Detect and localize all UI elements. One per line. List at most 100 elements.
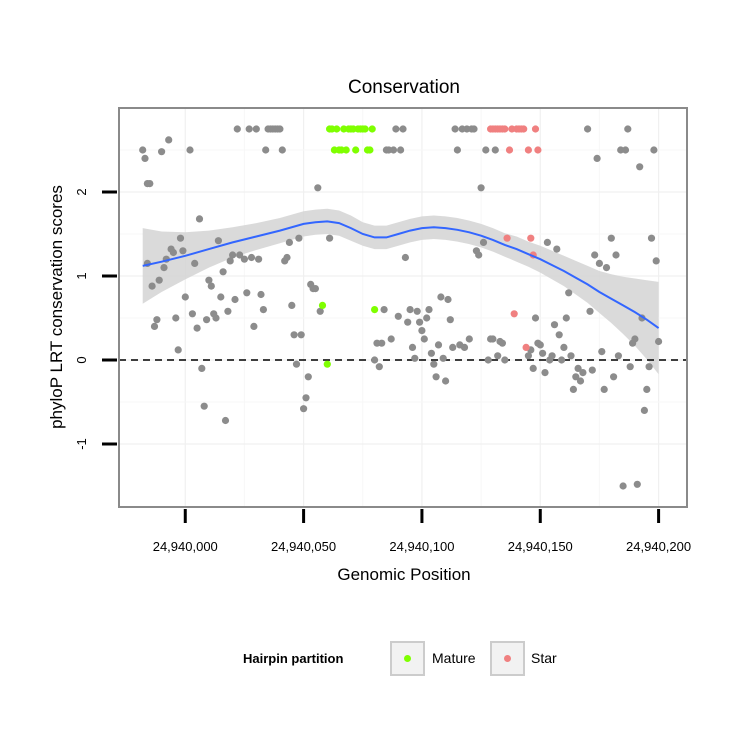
point-other [598,348,606,356]
point-other [586,307,594,315]
smooth-line [142,220,660,329]
point-other [567,352,575,360]
point-other [650,146,658,154]
point-other [179,247,187,255]
point-other [278,146,286,154]
point-other [314,184,322,192]
point-other [423,314,431,322]
point-star [505,146,514,154]
point-mature [318,301,327,309]
point-other [555,331,563,339]
chart-title: Conservation [348,77,460,98]
point-other [214,237,222,245]
point-other [380,306,388,314]
y-axis: -1 0 1 2 [74,188,117,450]
point-other [233,125,241,133]
point-other [401,253,409,262]
point-other [420,335,428,343]
point-other [591,251,599,259]
point-other [614,352,623,360]
point-other [536,341,544,349]
point-other [619,482,627,490]
point-other [200,402,208,410]
point-other [645,363,653,371]
x-tick-label: 24,940,100 [389,539,454,554]
point-other [576,377,585,385]
point-other [574,364,582,372]
point-mature [371,306,379,314]
point-other [316,307,324,315]
point-mature [368,125,376,133]
smooth-trend-line [142,220,660,329]
point-other [593,154,601,162]
point-other [378,339,386,347]
point-other [636,163,644,171]
point-mature [342,146,350,154]
y-tick-label: -1 [74,438,89,450]
point-other [406,306,414,314]
point-other [139,146,147,154]
y-tick-label: 1 [74,272,89,279]
point-other [186,146,194,154]
point-other [169,248,177,257]
point-other [600,385,608,393]
confidence-band [142,208,659,375]
point-other [607,234,615,242]
point-other [193,324,201,332]
point-other [437,293,445,301]
point-other [326,234,334,242]
point-star [503,234,511,242]
legend-marker-star [504,655,511,662]
point-other [195,215,204,223]
point-other [446,316,454,324]
point-other [207,282,215,290]
legend-marker-mature [404,655,411,662]
point-other [411,354,419,362]
point-mature [323,360,331,368]
point-mature [366,146,374,154]
point-other [224,307,232,315]
point-other [219,268,227,276]
point-other [434,341,443,349]
point-other [647,234,656,242]
point-other [427,349,435,357]
point-other [539,349,547,357]
point-other [524,352,533,360]
point-other [498,339,506,347]
point-other [484,356,492,364]
point-other [231,295,239,304]
point-other [449,343,457,351]
point-other [475,251,483,259]
point-other [408,343,417,351]
point-other [548,352,556,360]
legend-label-mature: Mature [432,650,476,666]
point-other [652,257,660,265]
point-other [588,366,596,374]
point-other [146,180,154,188]
point-other [257,290,265,299]
y-tick-label: 0 [74,356,89,363]
point-other [392,125,400,133]
point-other [389,146,398,154]
point-other [262,146,270,154]
point-other [439,354,447,362]
point-other [432,373,440,381]
point-other [543,238,552,246]
point-other [416,318,424,326]
x-axis: 24,940,000 24,940,050 24,940,100 24,940,150… [153,509,691,554]
point-other [565,289,573,297]
legend: Hairpin partition Mature Star [243,641,557,676]
point-other [181,293,189,301]
point-other [188,310,196,318]
point-other [371,356,379,364]
point-other [430,360,438,368]
point-other [491,146,499,154]
point-other [229,251,237,259]
point-other [477,184,485,192]
point-other [150,322,159,330]
data-points [139,125,663,490]
point-other [529,364,537,372]
point-other [453,146,461,154]
point-other [174,346,182,354]
